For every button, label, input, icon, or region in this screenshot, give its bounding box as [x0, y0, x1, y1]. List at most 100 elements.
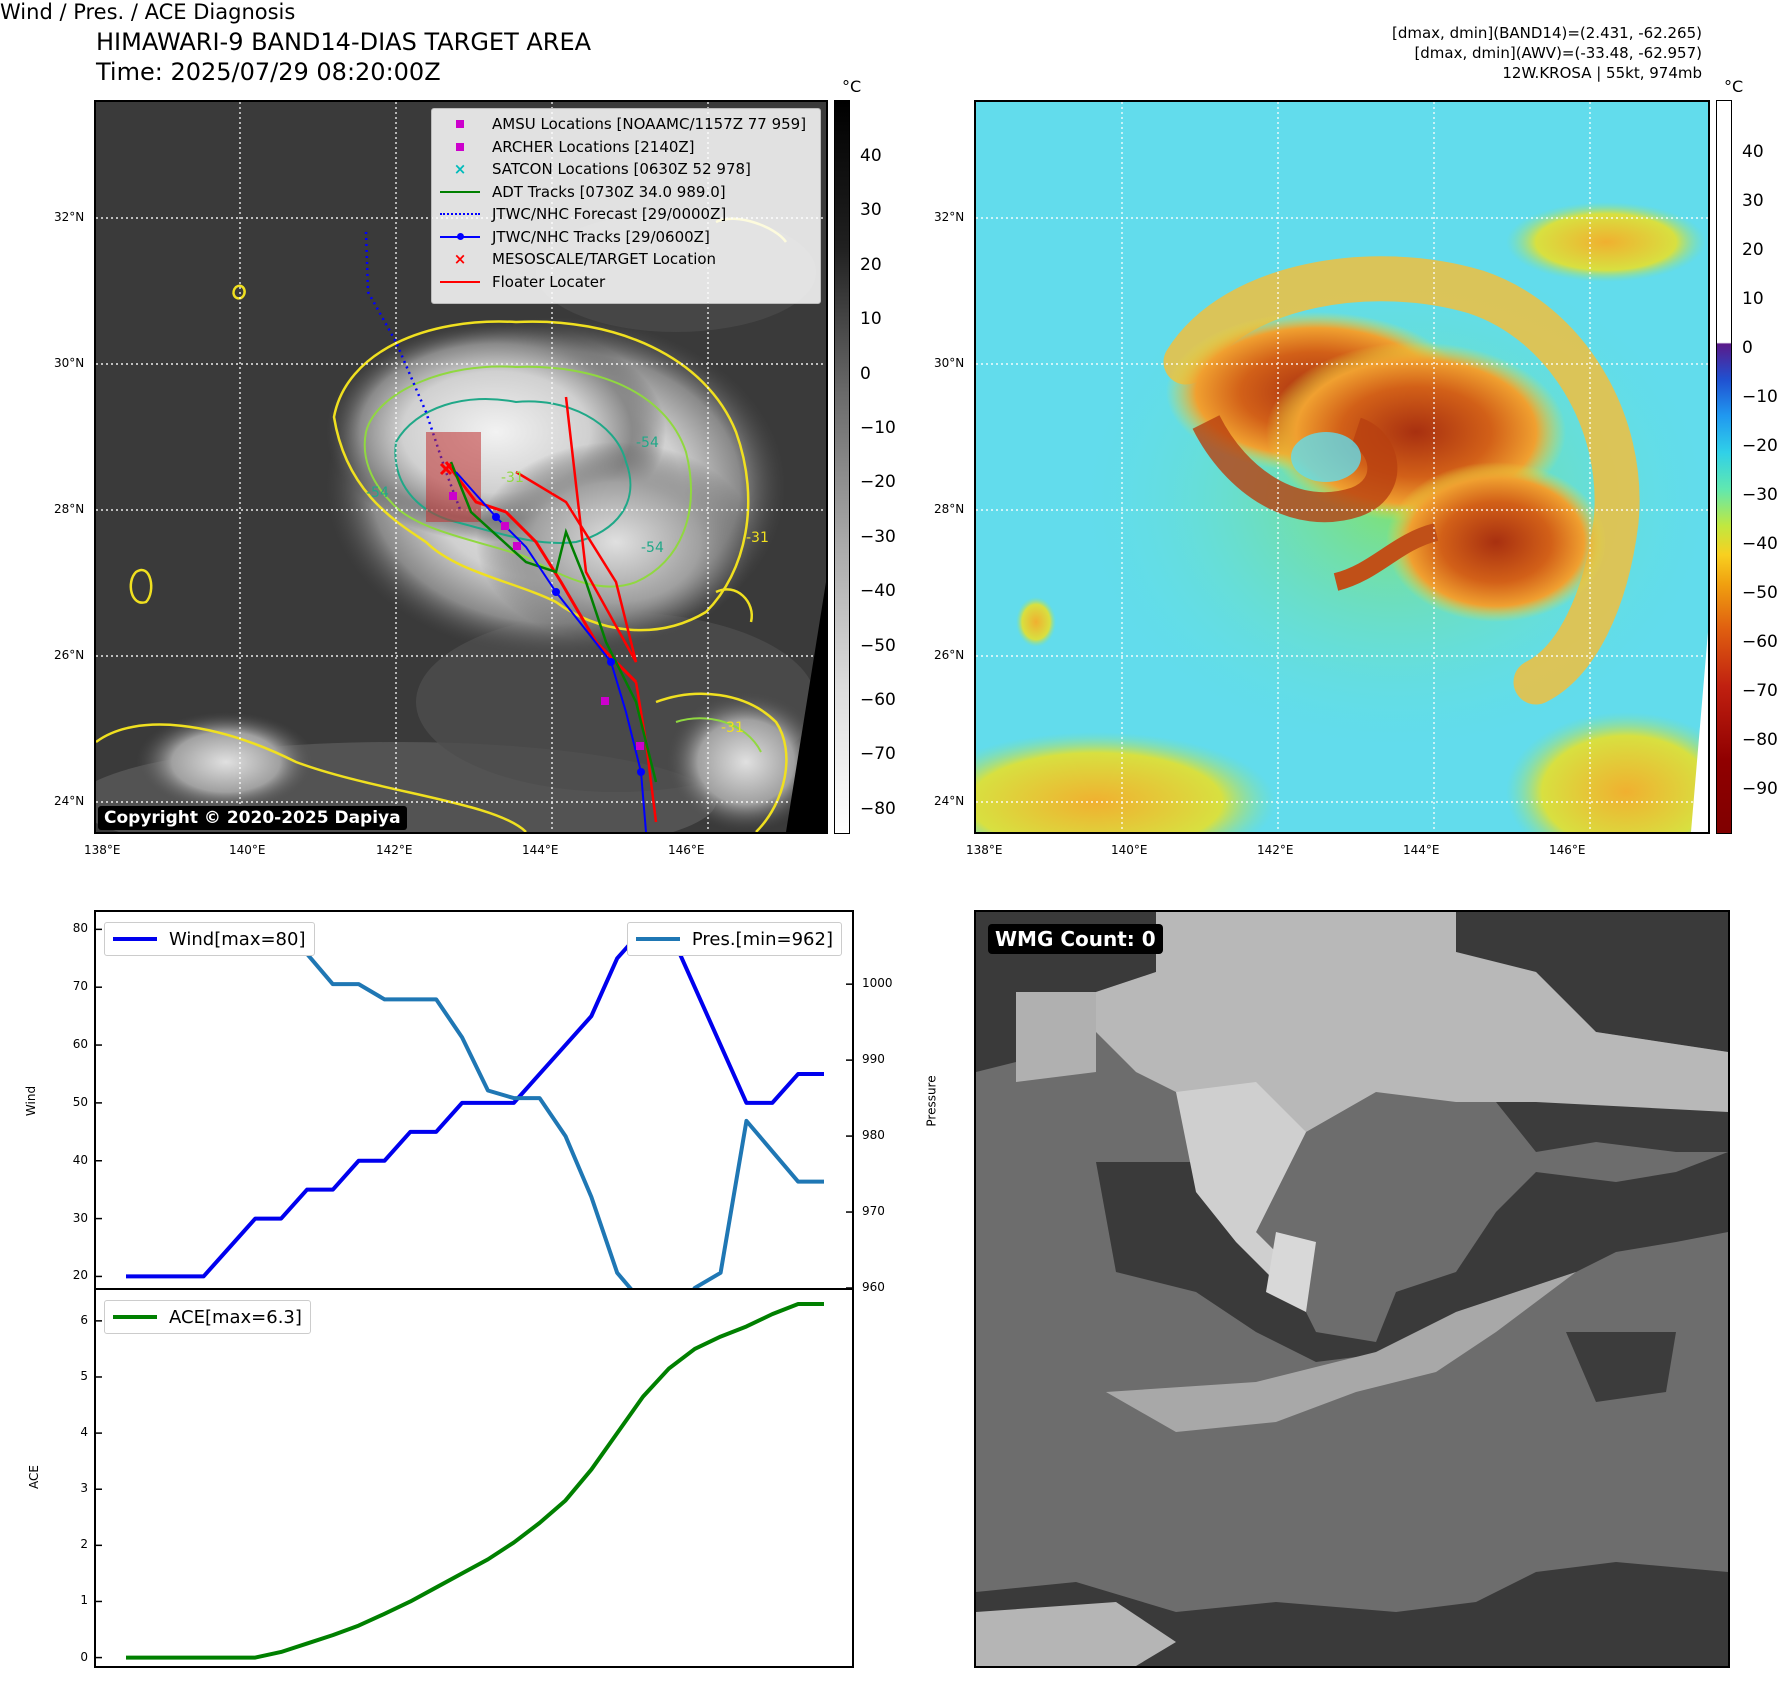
colorbar-tick-label: 0: [860, 363, 871, 384]
bw-colorbar-unit: °C: [842, 77, 862, 96]
lon-tick: 138°E: [966, 843, 1003, 857]
colorbar-tick-label: −10: [860, 418, 896, 438]
legend-item-jtwc-tracks: JTWC/NHC Tracks [29/0600Z]: [440, 226, 812, 249]
lon-tick: 142°E: [1257, 843, 1294, 857]
x-marker-icon: ×: [453, 250, 467, 269]
legend-item-satcon: × SATCON Locations [0630Z 52 978]: [440, 158, 812, 181]
legend-item-floater: Floater Locater: [440, 271, 812, 294]
wind-tick-label: 40: [72, 1152, 88, 1167]
ace-tick-label: 5: [80, 1368, 88, 1383]
pressure-line-icon: [635, 937, 680, 941]
colorbar-tick-label: −10: [1742, 387, 1778, 407]
info-storm: 12W.KROSA | 55kt, 974mb: [1502, 64, 1702, 82]
wind-pressure-panel: Wind[max=80] Pres.[min=962]: [94, 910, 854, 1290]
colorbar-tick-label: 20: [860, 254, 882, 275]
colorbar-tick-label: 10: [1742, 289, 1764, 309]
ir-map-panel: -54 -54 -31 -31 -54 -31 AMSU Locations […: [94, 100, 828, 834]
contour-label: -54: [641, 540, 664, 556]
wind-tick-label: 60: [72, 1037, 88, 1052]
ace-tick-label: 3: [80, 1481, 88, 1496]
contour-label: -31: [721, 720, 744, 736]
wmg-count-badge: WMG Count: 0: [988, 924, 1163, 954]
wind-tick-label: 70: [72, 979, 88, 994]
lon-tick: 142°E: [376, 843, 413, 857]
lon-tick: 140°E: [1111, 843, 1148, 857]
lat-tick: 26°N: [934, 648, 965, 662]
colorbar-tick-label: −70: [1742, 681, 1778, 701]
colorbar-tick-label: −30: [860, 526, 896, 547]
legend-item-target: × MESOSCALE/TARGET Location: [440, 248, 812, 271]
figure-time: Time: 2025/07/29 08:20:00Z: [96, 58, 441, 86]
contour-label: -31: [501, 470, 524, 486]
bw-colorbar: [834, 100, 850, 834]
lat-tick: 28°N: [54, 502, 85, 516]
lon-tick: 138°E: [84, 843, 121, 857]
colorbar-tick-label: 0: [1742, 338, 1753, 358]
lat-tick: 30°N: [54, 356, 85, 370]
x-marker-icon: ×: [453, 160, 467, 179]
square-marker-icon: [440, 117, 480, 131]
figure-title: HIMAWARI-9 BAND14-DIAS TARGET AREA: [96, 28, 592, 56]
ace-series-line: [126, 1302, 824, 1660]
legend-item-forecast: JTWC/NHC Forecast [29/0000Z]: [440, 203, 812, 226]
ace-tick-label: 2: [80, 1537, 88, 1552]
wind-line-icon: [113, 937, 157, 941]
square-marker-icon: [440, 140, 480, 154]
lon-tick: 146°E: [1549, 843, 1586, 857]
lat-tick: 24°N: [934, 794, 965, 808]
pressure-axis-label: Pressure: [924, 1075, 939, 1127]
colorbar-tick-label: −40: [860, 581, 896, 602]
colorbar-tick-label: −60: [1742, 632, 1778, 652]
wind-tick-label: 80: [72, 921, 88, 936]
ace-tick-label: 6: [80, 1312, 88, 1327]
pressure-tick-label: 970: [862, 1204, 885, 1219]
legend-item-adt: ADT Tracks [0730Z 34.0 989.0]: [440, 181, 812, 204]
lat-tick: 26°N: [54, 648, 85, 662]
line-marker-icon: [440, 275, 480, 289]
wind-series-line: [126, 927, 824, 1279]
colorbar-tick-label: 20: [1742, 240, 1764, 260]
ace-axis-label: ACE: [26, 1465, 41, 1489]
wind-tick-label: 50: [72, 1094, 88, 1109]
wmg-panel: WMG Count: 0: [974, 910, 1730, 1668]
colorbar-tick-label: −70: [860, 744, 896, 765]
lon-tick: 140°E: [229, 843, 266, 857]
wind-legend: Wind[max=80]: [104, 922, 315, 956]
contour-label: -31: [746, 530, 769, 546]
colorbar-tick-label: −50: [1742, 583, 1778, 603]
wind-tick-label: 30: [72, 1210, 88, 1225]
lat-tick: 28°N: [934, 502, 965, 516]
awv-colorbar: [1716, 100, 1732, 834]
pressure-series-line: [126, 928, 824, 1288]
colorbar-tick-label: 10: [860, 309, 882, 330]
info-awv: [dmax, dmin](AWV)=(-33.48, -62.957): [1414, 44, 1702, 62]
colorbar-tick-label: −20: [1742, 436, 1778, 456]
colorbar-tick-label: 30: [860, 200, 882, 221]
colorbar-tick-label: 40: [860, 146, 882, 166]
colorbar-tick-label: −20: [860, 472, 896, 493]
pressure-tick-label: 960: [862, 1280, 885, 1294]
ace-tick-label: 4: [80, 1425, 88, 1440]
awv-colorbar-unit: °C: [1724, 77, 1744, 96]
lon-tick: 144°E: [1403, 843, 1440, 857]
wind-tick-label: 20: [72, 1268, 88, 1283]
ace-tick-label: 0: [80, 1649, 88, 1664]
lat-tick: 32°N: [54, 210, 85, 224]
ace-panel: ACE[max=6.3]: [94, 1288, 854, 1668]
colorbar-tick-label: −40: [1742, 534, 1778, 554]
lat-tick: 30°N: [934, 356, 965, 370]
colorbar-tick-label: 30: [1742, 191, 1764, 211]
info-band14: [dmax, dmin](BAND14)=(2.431, -62.265): [1391, 24, 1702, 42]
colorbar-tick-label: −60: [860, 690, 896, 710]
colorbar-tick-label: 40: [1742, 142, 1764, 162]
pressure-legend: Pres.[min=962]: [626, 922, 842, 956]
ace-legend: ACE[max=6.3]: [104, 1300, 311, 1334]
wind-axis-label: Wind: [24, 1085, 39, 1117]
contour-label: -54: [636, 435, 659, 451]
ace-tick-label: 1: [80, 1593, 88, 1608]
ace-line-icon: [113, 1315, 157, 1319]
lat-tick: 24°N: [54, 794, 85, 808]
line-dot-icon: [440, 230, 480, 244]
lon-tick: 146°E: [668, 843, 705, 857]
colorbar-tick-label: −90: [1742, 779, 1778, 799]
